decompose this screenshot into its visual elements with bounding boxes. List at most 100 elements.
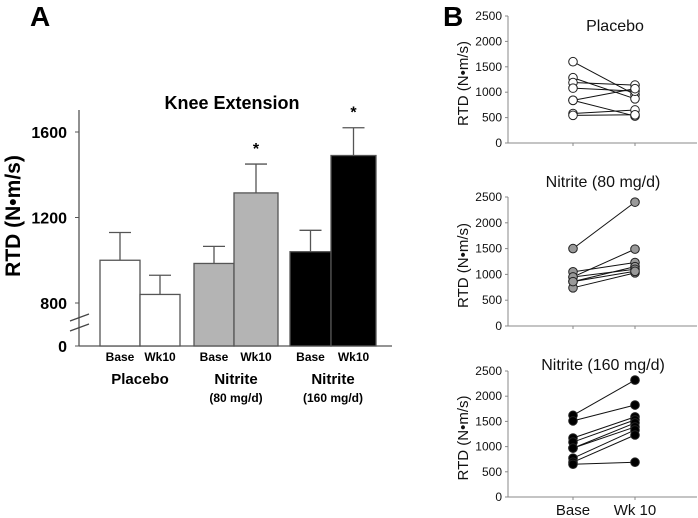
x-tick-label: Wk 10 bbox=[614, 502, 657, 518]
panel-b: 0 500 1000 1500 2000 2500 Placebo RTD (N•m/s) 0 5… bbox=[455, 9, 697, 518]
subject-line bbox=[572, 77, 636, 100]
data-point bbox=[568, 443, 578, 453]
axis-break-mark bbox=[69, 313, 90, 322]
y-tick-label: 0 bbox=[495, 319, 502, 333]
y-axis-label: RTD (N•m/s) bbox=[2, 155, 25, 277]
subject-line bbox=[572, 426, 636, 449]
x-tick-label: Wk10 bbox=[144, 350, 176, 364]
subject-line bbox=[572, 109, 636, 115]
bar bbox=[289, 251, 332, 347]
group-sublabel: (160 mg/d) bbox=[303, 391, 363, 405]
subject-line bbox=[572, 416, 636, 439]
bar bbox=[193, 262, 235, 347]
chart-title: Knee Extension bbox=[164, 93, 299, 113]
significance-marker: * bbox=[253, 141, 260, 158]
y-tick-label: 500 bbox=[482, 293, 502, 307]
y-tick-label: 1000 bbox=[475, 267, 502, 281]
subject-line bbox=[572, 379, 636, 416]
y-tick-label: 500 bbox=[482, 111, 502, 125]
subject-line bbox=[572, 114, 636, 116]
group-sublabel: (80 mg/d) bbox=[209, 391, 262, 405]
data-point bbox=[630, 110, 640, 120]
y-tick-label: 2500 bbox=[475, 364, 502, 378]
data-point bbox=[568, 56, 578, 67]
y-tick-label: 1000 bbox=[475, 85, 502, 99]
y-tick-label: 1500 bbox=[475, 60, 502, 74]
y-tick-label: 0 bbox=[58, 339, 67, 356]
data-point bbox=[568, 95, 578, 106]
y-tick-label: 1500 bbox=[475, 242, 502, 256]
y-axis-label: RTD (N•m/s) bbox=[455, 223, 472, 308]
subject-line bbox=[572, 61, 636, 96]
subject-line bbox=[572, 262, 636, 273]
subject-line bbox=[572, 248, 636, 278]
x-tick-label: Wk10 bbox=[338, 350, 370, 364]
y-tick-label: 2000 bbox=[475, 34, 502, 48]
subject-line bbox=[572, 82, 636, 86]
data-point bbox=[568, 416, 578, 426]
data-point bbox=[630, 83, 640, 94]
subject-line bbox=[572, 429, 636, 459]
data-point bbox=[568, 83, 578, 93]
subplot-title: Placebo bbox=[586, 18, 644, 35]
subplot-title: Nitrite (160 mg/d) bbox=[541, 357, 665, 374]
y-tick-label: 0 bbox=[495, 136, 502, 150]
significance-marker: * bbox=[350, 105, 357, 122]
bar bbox=[330, 154, 377, 347]
y-tick-label: 2000 bbox=[475, 216, 502, 230]
subject-line bbox=[572, 419, 636, 443]
x-tick-label: Base bbox=[296, 350, 325, 364]
y-axis-label: RTD (N•m/s) bbox=[455, 41, 472, 126]
data-point bbox=[630, 244, 640, 254]
panel-a: 0 800 1200 1600 Base Wk10 Placebo Base * Wk10 Nitr… bbox=[31, 105, 392, 405]
x-tick-label: Wk10 bbox=[240, 350, 272, 364]
data-point bbox=[630, 400, 640, 410]
subject-line bbox=[572, 272, 636, 289]
y-axis-label: RTD (N•m/s) bbox=[455, 396, 472, 481]
panel-label-b: B bbox=[443, 1, 463, 32]
x-tick-label: Base bbox=[200, 350, 229, 364]
subject-line bbox=[572, 404, 636, 422]
subplot-3: 0 500 1000 1500 2000 2500 Nitrite (160 mg/d) RT… bbox=[455, 357, 697, 518]
data-point bbox=[568, 459, 578, 470]
subject-line bbox=[572, 88, 636, 101]
data-point bbox=[568, 110, 578, 121]
y-tick-label: 800 bbox=[40, 296, 67, 313]
y-tick-label: 500 bbox=[482, 465, 502, 479]
y-tick-label: 1200 bbox=[31, 211, 67, 228]
y-tick-label: 2000 bbox=[475, 389, 502, 403]
subject-line bbox=[572, 99, 636, 117]
y-tick-label: 1000 bbox=[475, 440, 502, 454]
subject-line bbox=[572, 434, 636, 463]
panel-label-a: A bbox=[30, 1, 50, 32]
x-tick-label: Base bbox=[556, 502, 590, 518]
group-label: Nitrite bbox=[214, 371, 257, 388]
axis-break-mark bbox=[69, 323, 90, 332]
data-point bbox=[630, 375, 640, 385]
y-tick-label: 2500 bbox=[475, 190, 502, 204]
y-tick-label: 1600 bbox=[31, 125, 67, 142]
subject-line bbox=[572, 201, 636, 250]
subject-line bbox=[572, 461, 636, 465]
y-tick-label: 0 bbox=[495, 490, 502, 504]
group-label: Placebo bbox=[111, 371, 169, 388]
subplot-title: Nitrite (80 mg/d) bbox=[546, 174, 661, 191]
data-point bbox=[630, 266, 640, 277]
bar bbox=[99, 259, 141, 347]
subject-line bbox=[572, 270, 636, 283]
subplot-2: 0 500 1000 1500 2000 2500 Nitrite (80 mg/d) RTD… bbox=[455, 174, 697, 333]
y-tick-label: 1500 bbox=[475, 414, 502, 428]
data-point bbox=[630, 457, 640, 468]
x-tick-label: Base bbox=[106, 350, 135, 364]
subplot-1: 0 500 1000 1500 2000 2500 Placebo RTD (N•m/s) bbox=[455, 9, 697, 150]
y-tick-label: 2500 bbox=[475, 9, 502, 23]
data-point bbox=[630, 197, 640, 207]
bar bbox=[139, 293, 181, 347]
subject-line bbox=[572, 268, 636, 278]
data-point bbox=[568, 276, 578, 287]
group-label: Nitrite bbox=[311, 371, 354, 388]
data-point bbox=[630, 430, 640, 440]
subject-line bbox=[572, 266, 636, 283]
subject-line bbox=[572, 422, 636, 449]
